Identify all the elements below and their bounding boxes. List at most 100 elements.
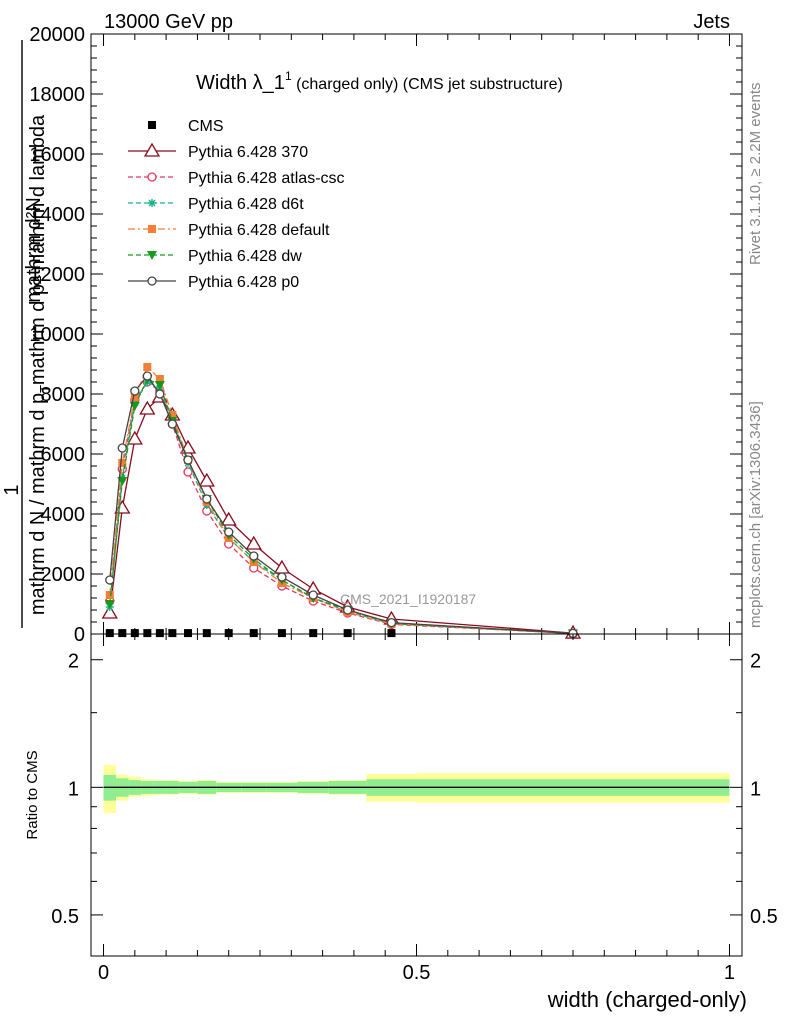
y-label-denominator: mathrm d N / mathrm d pT: [27, 385, 52, 615]
series-point-6: [249, 551, 259, 561]
y-tick-label: 10000: [29, 324, 85, 346]
y-tick-label: 8000: [41, 384, 86, 406]
series-point-0: [130, 629, 139, 638]
series-point-1: [126, 430, 143, 445]
series-point-0: [309, 629, 318, 638]
series-point-1: [198, 472, 215, 487]
series-point-0: [343, 629, 352, 638]
analysis-watermark: CMS_2021_I1920187: [340, 591, 476, 607]
ratio-y-tick-label: 1: [68, 778, 79, 800]
series-point-2: [183, 467, 193, 477]
legend-label-1: Pythia 6.428 370: [188, 144, 308, 161]
series-point-0: [105, 629, 114, 638]
rivet-version-text: Rivet 3.1.10, ≥ 2.2M events: [747, 83, 764, 266]
series-point-6: [342, 605, 353, 615]
legend-marker-5: [147, 251, 157, 260]
series-point-6: [105, 575, 115, 585]
series-point-6: [224, 527, 234, 537]
series-point-5: [104, 600, 115, 609]
series-point-1: [245, 535, 262, 550]
legend-marker-1: [143, 142, 161, 157]
mcplots-text: mcplots.cern.ch [arXiv:1306.3436]: [747, 401, 764, 628]
ratio-y-tick-label-right: 1: [750, 778, 761, 800]
series-point-4: [155, 375, 164, 383]
series-point-0: [387, 629, 396, 638]
y-tick-label: 14000: [29, 204, 85, 226]
y-tick-label: 2000: [41, 564, 86, 586]
header-left: 13000 GeV pp: [104, 11, 233, 33]
series-point-0: [224, 629, 233, 638]
series-point-0: [155, 629, 164, 638]
y-tick-label: 18000: [29, 84, 85, 106]
series-point-6: [183, 455, 193, 465]
legend-marker-0: [148, 121, 156, 129]
title-suffix: (charged only) (CMS jet substructure): [292, 76, 563, 93]
ratio-y-tick-label: 0.5: [51, 906, 79, 928]
ratio-y-tick-label-right: 2: [750, 651, 761, 673]
legend-label-2: Pythia 6.428 atlas-csc: [188, 170, 345, 187]
series-point-0: [168, 629, 177, 638]
series-point-6: [155, 389, 165, 399]
series-point-4: [168, 411, 177, 419]
series-point-4: [130, 393, 139, 401]
y-tick-label: 16000: [29, 144, 85, 166]
legend-marker-6: [147, 276, 157, 286]
series-point-0: [143, 629, 152, 638]
series-point-6: [167, 419, 178, 429]
ratio-y-tick-label-right: 0.5: [750, 906, 778, 928]
series-point-5: [154, 381, 165, 390]
header-right: Jets: [693, 11, 730, 33]
series-point-4: [118, 459, 127, 467]
main-axes: 0 2000 4000 6000 8000 10000 12000 14000 16000 180…: [29, 24, 742, 646]
ratio-y-tick-label: 2: [68, 651, 79, 673]
ratio-y-label: Ratio to CMS: [24, 750, 41, 839]
ratio-axes: 0.5 0.5 1 1 2 2 0 0.5 1: [51, 634, 778, 984]
x-tick-label: 0.5: [403, 962, 431, 984]
legend: CMS Pythia 6.428 370 Pythia 6.428 atlas-cs…: [128, 118, 345, 291]
y-axis-label: mathrm d²N mathrm d pT mathrm d lambda 1…: [1, 40, 52, 628]
series-point-6: [308, 590, 318, 600]
series-point-0: [277, 629, 286, 638]
y-tick-label: 20000: [29, 24, 85, 46]
legend-marker-3: [148, 199, 156, 207]
y-label-line2: mathrm d pT mathrm d lambda: [27, 114, 52, 385]
title-main: Width λ_1: [196, 72, 285, 94]
series-point-6: [202, 494, 212, 504]
series-point-6: [117, 443, 127, 453]
y-tick-label: 0: [74, 624, 85, 646]
series-point-6: [142, 371, 152, 381]
legend-label-6: Pythia 6.428 p0: [188, 274, 299, 291]
series-point-1: [101, 604, 118, 619]
series-point-4: [105, 591, 114, 599]
series-point-0: [202, 629, 211, 638]
series-point-1: [273, 559, 291, 574]
y-tick-label: 12000: [29, 264, 85, 286]
plot-title: Width λ_11 (charged only) (CMS jet subst…: [196, 69, 563, 94]
series-point-0: [184, 629, 193, 638]
legend-marker-4: [148, 225, 156, 233]
series-point-0: [118, 629, 127, 638]
series-point-6: [277, 572, 287, 582]
series-line-5: [109, 378, 574, 635]
series-point-6: [130, 386, 140, 396]
ratio-bands: [103, 764, 730, 813]
title-sup: 1: [285, 69, 292, 83]
main-series-group: [101, 363, 582, 639]
x-axis-label: width (charged-only): [547, 987, 747, 1012]
legend-label-3: Pythia 6.428 d6t: [188, 196, 304, 213]
y-label-line1: mathrm d²N: [23, 197, 45, 303]
y-tick-label: 4000: [41, 504, 86, 526]
legend-label-0: CMS: [188, 118, 224, 135]
series-point-1: [220, 511, 237, 526]
legend-marker-2: [147, 172, 157, 182]
y-label-numerator: 1: [1, 484, 23, 495]
x-tick-label: 0: [98, 962, 109, 984]
y-tick-label: 6000: [41, 444, 86, 466]
series-point-1: [139, 400, 156, 415]
series-point-6: [386, 617, 397, 628]
series-point-4: [143, 363, 152, 371]
legend-label-4: Pythia 6.428 default: [188, 222, 330, 239]
series-point-0: [249, 629, 258, 638]
x-tick-label: 1: [724, 962, 735, 984]
